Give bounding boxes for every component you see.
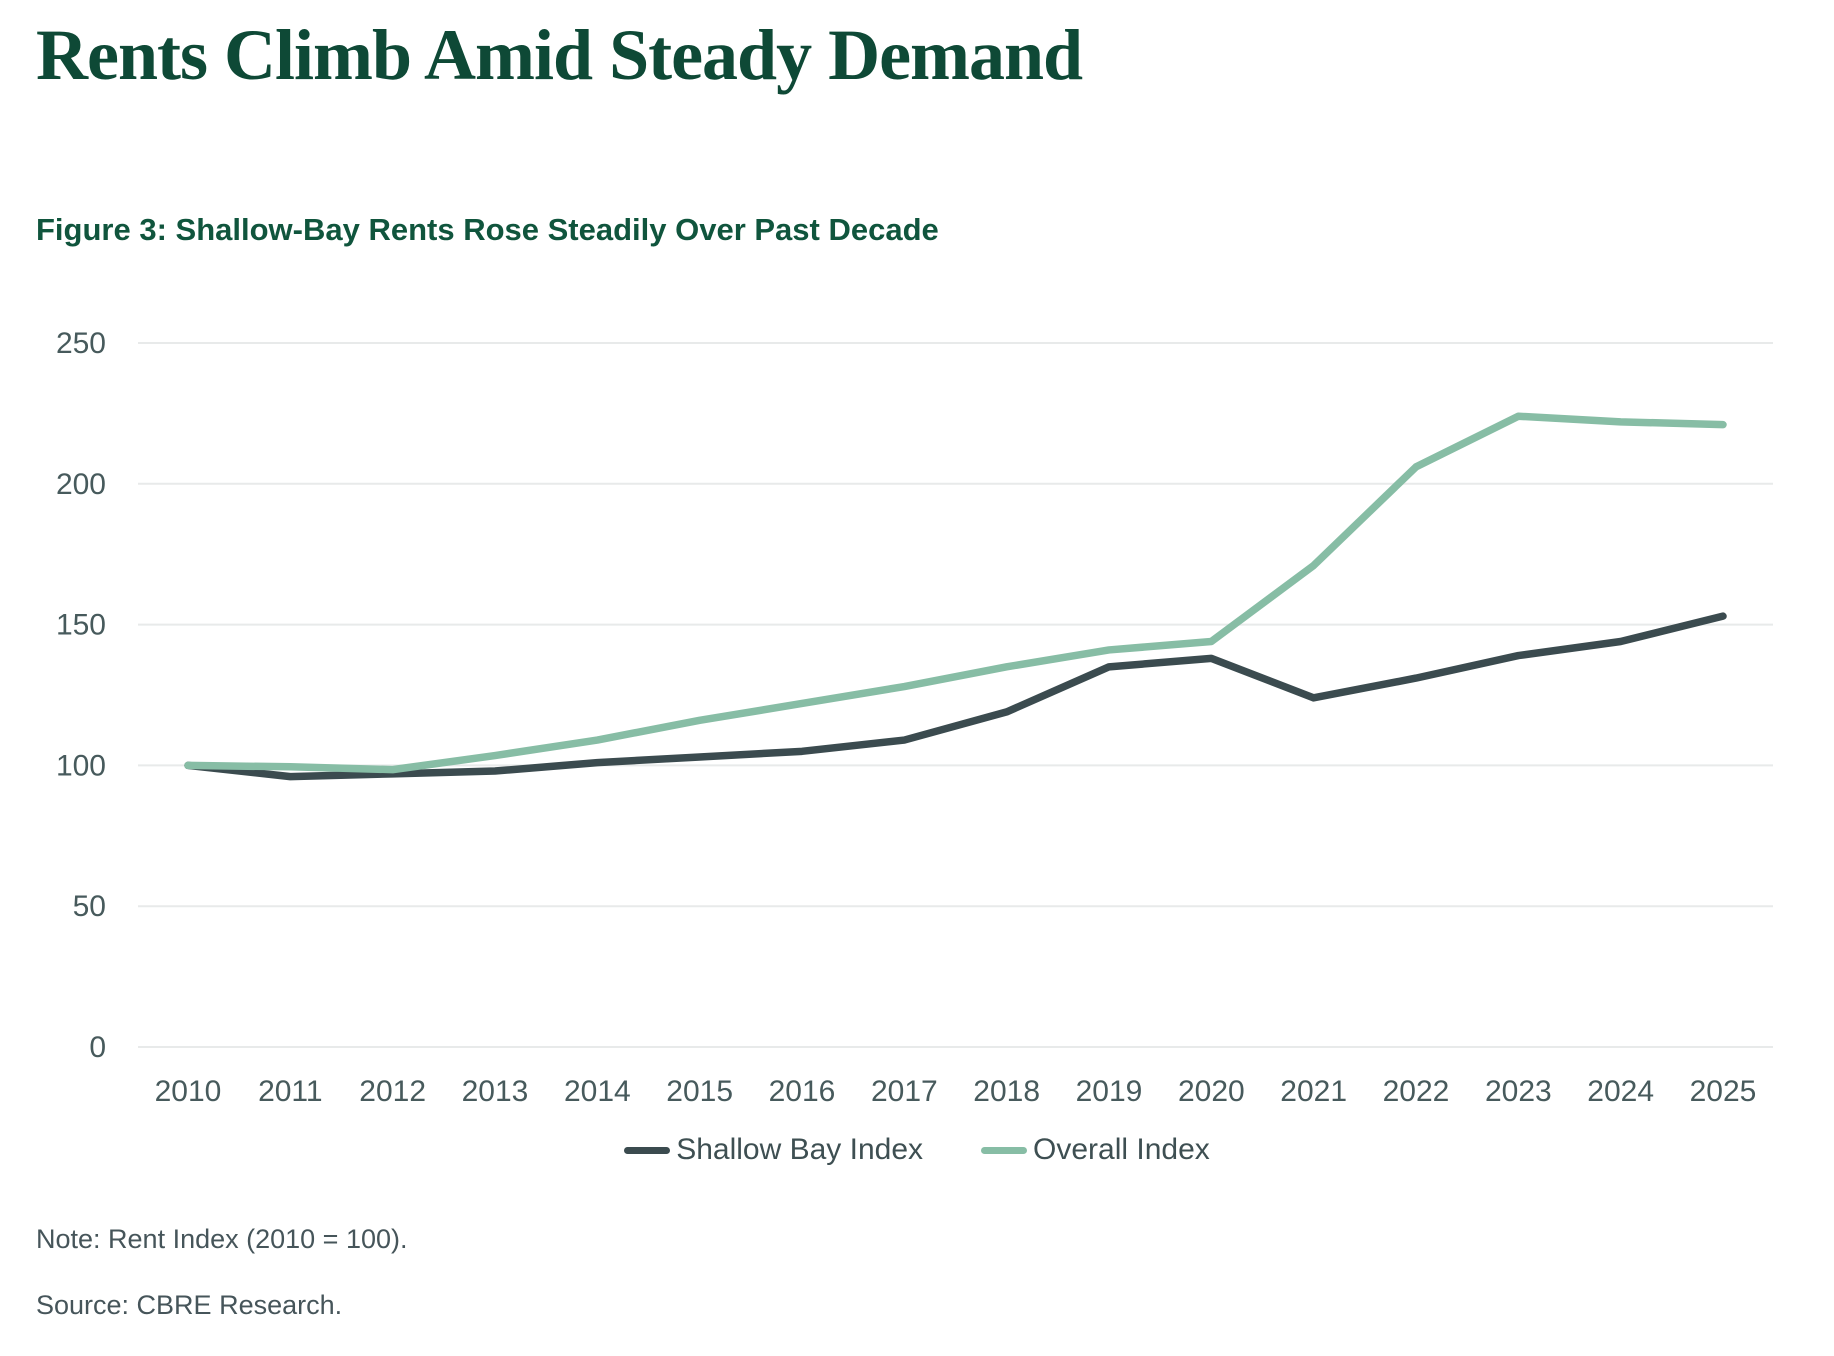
x-tick-2015: 2015 (666, 1075, 733, 1108)
x-tick-2016: 2016 (769, 1075, 836, 1108)
legend-item-overall: Overall Index (981, 1133, 1210, 1167)
chart-source: Source: CBRE Research. (36, 1290, 343, 1320)
x-tick-2017: 2017 (871, 1075, 938, 1108)
figure-caption: Figure 3: Shallow-Bay Rents Rose Steadil… (36, 212, 939, 247)
x-tick-2013: 2013 (462, 1075, 529, 1108)
chart-legend: Shallow Bay Index Overall Index (0, 1133, 1834, 1167)
x-tick-2010: 2010 (155, 1075, 222, 1108)
y-axis-tick-labels: 0 50 100 150 200 250 (56, 327, 106, 1064)
x-tick-2018: 2018 (973, 1075, 1040, 1108)
x-tick-2025: 2025 (1690, 1075, 1757, 1108)
chart-note: Note: Rent Index (2010 = 100). (36, 1224, 408, 1254)
chart-gridlines (138, 342, 1773, 1048)
x-tick-2021: 2021 (1280, 1075, 1347, 1108)
x-tick-2020: 2020 (1178, 1075, 1245, 1108)
y-tick-0: 0 (89, 1031, 106, 1064)
x-tick-2012: 2012 (359, 1075, 426, 1108)
chart-series-lines (184, 412, 1727, 781)
y-tick-100: 100 (56, 749, 106, 782)
legend-item-shallow-bay: Shallow Bay Index (624, 1133, 923, 1167)
x-tick-2011: 2011 (258, 1075, 323, 1108)
x-tick-2014: 2014 (564, 1075, 631, 1108)
y-tick-200: 200 (56, 468, 106, 501)
x-axis-tick-labels: 2010 2011 2012 2013 2014 2015 2016 2017 2018 2019… (155, 1075, 1757, 1108)
y-tick-50: 50 (73, 890, 106, 923)
legend-label-overall: Overall Index (1033, 1133, 1210, 1166)
page-title: Rents Climb Amid Steady Demand (36, 15, 1083, 95)
x-tick-2019: 2019 (1076, 1075, 1143, 1108)
x-tick-2022: 2022 (1383, 1075, 1450, 1108)
y-tick-250: 250 (56, 327, 106, 360)
series-line-overall-index (184, 412, 1727, 774)
x-tick-2023: 2023 (1485, 1075, 1552, 1108)
x-tick-2024: 2024 (1587, 1075, 1654, 1108)
y-tick-150: 150 (56, 609, 106, 642)
overall-line-swatch (981, 1146, 1028, 1154)
shallow-bay-line-swatch (624, 1146, 671, 1154)
series-line-shallow-bay-index (184, 612, 1727, 781)
legend-label-shallow-bay: Shallow Bay Index (676, 1133, 924, 1166)
